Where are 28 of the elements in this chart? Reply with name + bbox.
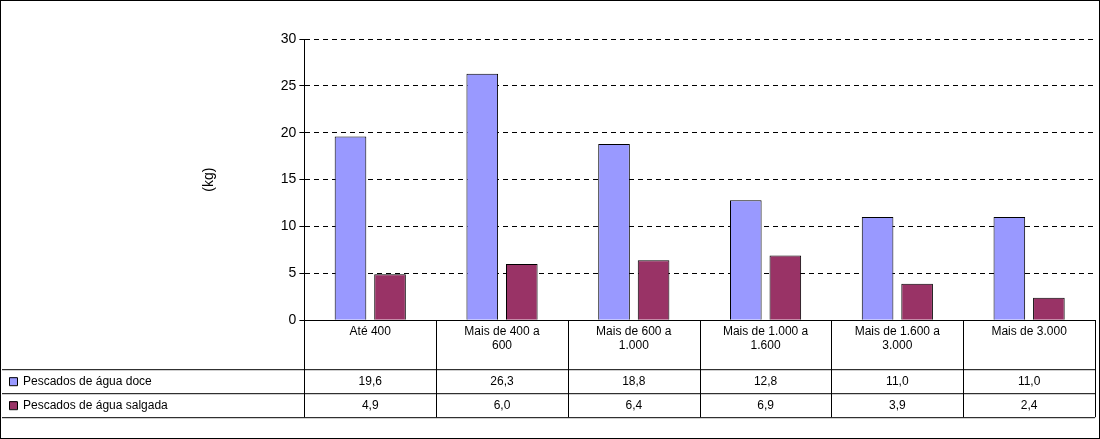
data-label: 6,0	[493, 397, 511, 412]
x-tick-label: Mais de 400 a 600	[464, 323, 541, 353]
data-label: 6,4	[625, 397, 643, 412]
y-axis-title: (kg)	[200, 167, 217, 192]
y-tick-label: 10	[280, 217, 297, 234]
data-label: 11,0	[1017, 373, 1041, 388]
y-tick-label: 25	[280, 76, 297, 93]
data-label: 12,8	[753, 373, 778, 388]
y-tick-label: 30	[280, 29, 297, 46]
data-label: 2,4	[1020, 397, 1038, 412]
x-tick-label: Mais de 600 a 1.000	[596, 323, 672, 353]
data-label: 26,3	[490, 373, 515, 388]
legend-label: Pescados de água doce	[23, 373, 153, 388]
legend-label: Pescados de água salgada	[23, 397, 169, 412]
x-tick-label: Até 400	[349, 323, 392, 338]
data-label: 18,8	[622, 373, 646, 388]
x-tick-label: Mais de 3.000	[991, 323, 1068, 338]
data-label: 4,9	[361, 397, 379, 412]
data-label: 11,0	[886, 373, 909, 388]
data-label: 3,9	[889, 397, 907, 412]
data-label: 19,6	[358, 373, 383, 388]
data-label: 6,9	[757, 397, 775, 412]
y-tick-label: 0	[288, 311, 297, 328]
y-tick-label: 20	[280, 123, 297, 140]
x-tick-label: Mais de 1.000 a 1.600	[722, 323, 809, 353]
x-tick-label: Mais de 1.600 a 3.000	[854, 323, 941, 353]
y-tick-label: 15	[280, 170, 297, 187]
y-tick-label: 5	[288, 264, 297, 281]
